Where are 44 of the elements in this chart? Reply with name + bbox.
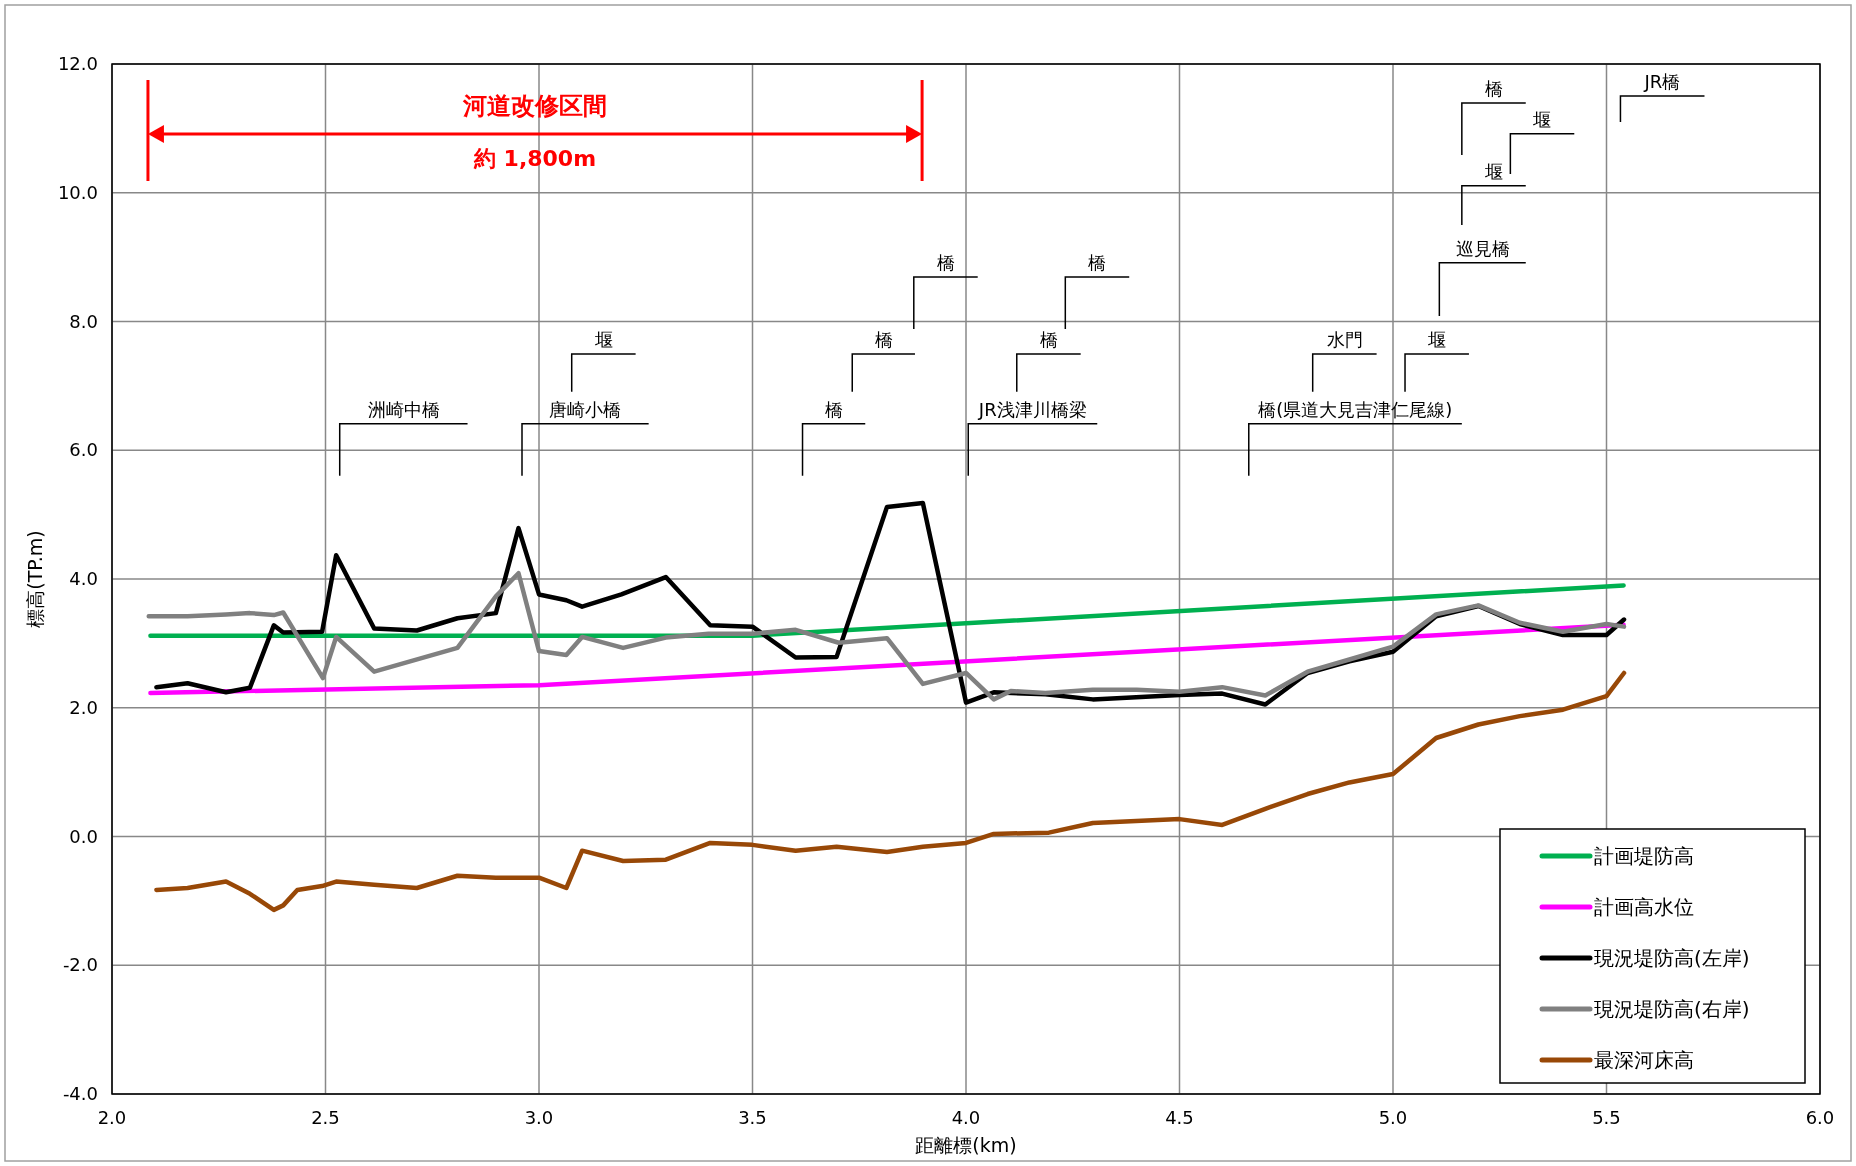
x-tick-label: 2.0: [97, 1107, 127, 1128]
annotation: 堰: [1532, 108, 1552, 130]
y-tick-label: 2.0: [69, 696, 98, 718]
annotation: 橋: [1484, 77, 1503, 99]
annotation: JR浅津川橋梁: [977, 398, 1087, 420]
legend-label: 計画高水位: [1594, 895, 1694, 919]
annotation: 橋: [936, 251, 955, 273]
annotation: 河道改修区間: [462, 92, 608, 120]
annotation: 約 1,800m: [472, 146, 597, 171]
annotation: 橋: [824, 398, 843, 420]
x-axis-title: 距離標(km): [915, 1134, 1017, 1156]
annotation: 唐崎小橋: [549, 398, 622, 420]
x-tick-label: 5.0: [1378, 1107, 1408, 1128]
x-tick-label: 6.0: [1805, 1107, 1835, 1128]
x-tick-label: 4.0: [951, 1107, 981, 1128]
annotation: 橋: [1088, 251, 1107, 273]
y-tick-label: -2.0: [62, 954, 98, 976]
annotation: 橋(県道大見吉津仁尾線): [1258, 398, 1453, 420]
x-tick-label: 3.0: [524, 1107, 554, 1128]
y-axis-title: 標高(TP.m): [24, 530, 46, 628]
x-tick-label: 4.5: [1165, 1107, 1194, 1128]
y-tick-label: 4.0: [69, 568, 98, 589]
x-tick-label: 5.5: [1592, 1107, 1621, 1128]
y-tick-label: 0.0: [69, 825, 98, 847]
y-tick-label: 10.0: [57, 181, 98, 203]
legend-label: 現況堤防高(右岸): [1594, 997, 1750, 1021]
annotation: 堰: [1426, 328, 1446, 350]
y-tick-label: 12.0: [57, 53, 98, 74]
annotation: 巡見橋: [1455, 237, 1510, 259]
y-tick-label: 8.0: [69, 310, 98, 332]
x-tick-label: 2.5: [311, 1107, 340, 1128]
legend-label: 最深河床高: [1594, 1048, 1694, 1072]
annotation: 水門: [1326, 328, 1363, 350]
y-tick-label: 6.0: [69, 439, 98, 461]
annotation: 堰: [1483, 160, 1503, 182]
annotation: 橋: [1039, 328, 1058, 350]
annotation: 堰: [593, 328, 613, 350]
annotation: 洲崎中橋: [367, 398, 440, 420]
annotation: JR橋: [1643, 70, 1681, 92]
legend-label: 現況堤防高(左岸): [1594, 946, 1750, 970]
x-tick-label: 3.5: [738, 1107, 767, 1128]
annotation: 橋: [874, 328, 893, 350]
legend-label: 計画堤防高: [1594, 844, 1694, 868]
y-tick-label: -4.0: [62, 1083, 98, 1104]
